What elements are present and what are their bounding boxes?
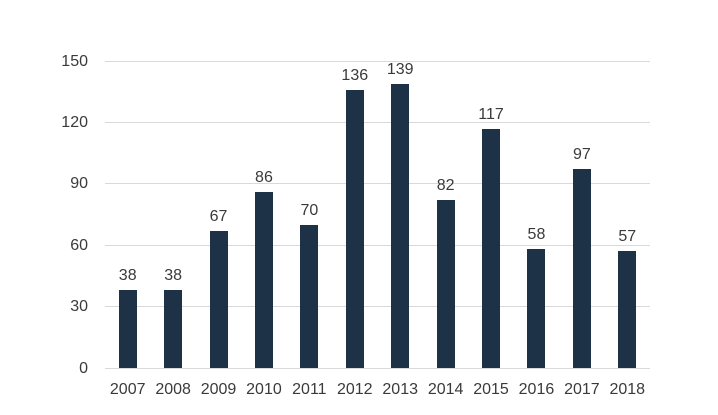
bar xyxy=(118,290,137,368)
bar-value-label: 97 xyxy=(572,146,591,164)
y-axis-tick-label: 30 xyxy=(70,298,88,316)
x-axis-tick-label: 2007 xyxy=(109,381,146,398)
bar xyxy=(300,224,319,368)
bar-value-label: 67 xyxy=(209,207,228,225)
bar xyxy=(254,191,273,368)
bar xyxy=(436,200,455,368)
bar xyxy=(345,89,364,368)
x-axis-tick-label: 2017 xyxy=(564,381,600,398)
y-axis-tick-label: 0 xyxy=(79,359,88,377)
bar xyxy=(209,230,228,368)
x-axis-tick-label: 2008 xyxy=(155,381,191,398)
gridline xyxy=(105,183,650,185)
bar xyxy=(527,249,546,368)
x-axis-tick-label: 2018 xyxy=(609,381,646,398)
bar-value-label: 57 xyxy=(618,228,637,246)
y-axis-tick-label: 90 xyxy=(70,175,88,193)
y-axis-tick-label: 60 xyxy=(70,236,88,254)
bar xyxy=(482,128,501,368)
bar-value-label: 139 xyxy=(386,60,414,78)
bar-value-label: 58 xyxy=(527,226,546,244)
bar xyxy=(391,83,410,368)
gridline xyxy=(105,244,650,246)
bar-value-label: 70 xyxy=(300,201,319,219)
x-axis-tick-label: 2014 xyxy=(427,381,464,398)
bar xyxy=(164,290,183,368)
gridline xyxy=(105,306,650,308)
x-axis-tick-label: 2009 xyxy=(200,381,237,398)
bar xyxy=(618,251,637,368)
x-axis-tick-label: 2015 xyxy=(473,381,509,398)
y-axis-tick-label: 120 xyxy=(61,113,88,131)
bar-value-label: 136 xyxy=(341,66,369,84)
bar-value-label: 38 xyxy=(164,267,182,285)
gridline xyxy=(105,60,650,62)
gridline xyxy=(105,121,650,123)
x-axis-tick-label: 2016 xyxy=(518,381,555,398)
bar-value-label: 86 xyxy=(255,168,273,186)
x-axis-tick-label: 2011 xyxy=(292,381,327,398)
x-axis-tick-label: 2012 xyxy=(336,381,373,398)
bar-value-label: 117 xyxy=(478,105,504,123)
gridline xyxy=(105,367,650,369)
bar-value-label: 38 xyxy=(118,267,137,285)
bar xyxy=(572,169,591,368)
y-axis-tick-label: 150 xyxy=(61,52,88,70)
x-axis-tick-label: 2010 xyxy=(246,381,282,398)
bar-value-label: 82 xyxy=(436,177,455,195)
x-axis-tick-label: 2013 xyxy=(382,381,418,398)
